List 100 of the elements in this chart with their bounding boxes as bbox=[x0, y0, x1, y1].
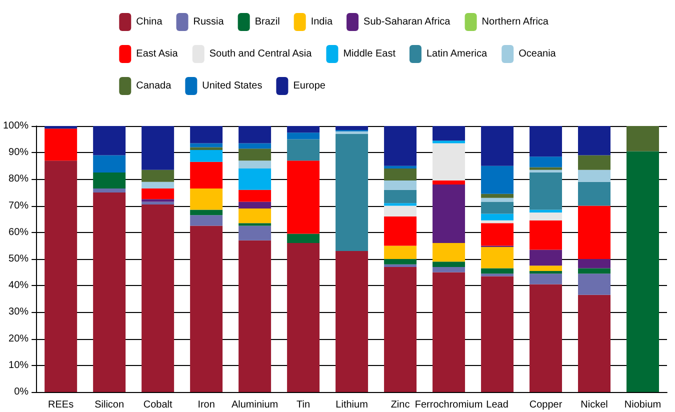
y-tick-label: 80% bbox=[8, 174, 29, 185]
legend-label: East Asia bbox=[136, 48, 178, 60]
bar bbox=[238, 202, 272, 208]
legend-label: Europe bbox=[293, 80, 326, 92]
bar bbox=[481, 194, 514, 198]
bar bbox=[384, 203, 417, 206]
x-tick-label: Iron bbox=[198, 400, 215, 410]
bar bbox=[384, 180, 417, 190]
y-tick-label: 20% bbox=[8, 333, 29, 344]
legend-label: United States bbox=[202, 80, 262, 92]
bar bbox=[142, 202, 174, 204]
x-tick-label: Ferrochromium bbox=[414, 400, 483, 410]
legend-label: South and Central Asia bbox=[209, 48, 312, 60]
bar bbox=[190, 215, 223, 226]
bar bbox=[481, 274, 514, 276]
bar bbox=[481, 126, 514, 166]
bar bbox=[432, 180, 466, 185]
bar bbox=[142, 188, 174, 200]
bar bbox=[481, 214, 514, 220]
bar bbox=[238, 223, 272, 226]
bar bbox=[384, 266, 417, 392]
bar bbox=[530, 156, 562, 168]
bar bbox=[336, 126, 368, 130]
bar bbox=[384, 206, 417, 216]
bar bbox=[481, 247, 514, 268]
y-tick-label: 70% bbox=[8, 200, 29, 212]
bar bbox=[238, 143, 272, 149]
bar bbox=[481, 220, 514, 224]
bar bbox=[238, 208, 272, 224]
x-tick-label: Aluminium bbox=[231, 400, 278, 410]
bar bbox=[530, 210, 562, 212]
x-tick-label: REEs bbox=[48, 400, 74, 410]
bar bbox=[190, 210, 223, 216]
bar bbox=[336, 131, 368, 134]
legend-label: India bbox=[310, 16, 333, 28]
bar bbox=[481, 268, 514, 274]
bar bbox=[432, 184, 466, 244]
y-tick-label: 10% bbox=[8, 360, 29, 371]
bar bbox=[578, 294, 611, 392]
bar bbox=[238, 168, 272, 190]
bar bbox=[93, 155, 126, 173]
legend-label: Latin America bbox=[426, 48, 488, 60]
bar bbox=[578, 268, 611, 274]
bar bbox=[384, 264, 417, 267]
bar bbox=[432, 140, 466, 144]
bar bbox=[432, 126, 466, 141]
x-tick-label: Nickel bbox=[580, 400, 608, 410]
bar bbox=[530, 126, 562, 157]
bar bbox=[190, 188, 223, 210]
bar bbox=[336, 251, 368, 392]
x-tick-label: Silicon bbox=[94, 400, 124, 410]
bar bbox=[238, 190, 272, 202]
bar bbox=[287, 243, 320, 392]
bar bbox=[384, 126, 417, 166]
bar bbox=[238, 148, 272, 161]
legend-label: Sub-Saharan Africa bbox=[364, 16, 451, 28]
bar bbox=[626, 151, 659, 392]
x-tick-label: Copper bbox=[529, 400, 563, 410]
x-tick-label: Niobium bbox=[624, 400, 662, 410]
bar bbox=[238, 226, 272, 240]
bar bbox=[578, 155, 611, 170]
bar bbox=[481, 202, 514, 214]
bar bbox=[432, 243, 466, 262]
bar bbox=[578, 126, 611, 156]
x-tick-label: Tin bbox=[296, 400, 310, 410]
bar bbox=[481, 166, 514, 194]
bar bbox=[530, 220, 562, 250]
bar bbox=[336, 134, 368, 252]
bar bbox=[530, 167, 562, 170]
bar bbox=[530, 170, 562, 173]
bar bbox=[578, 206, 611, 259]
bar bbox=[481, 223, 514, 246]
bar bbox=[626, 126, 659, 152]
legend-label: Brazil bbox=[254, 16, 280, 28]
bar bbox=[530, 274, 562, 284]
legend-label: Oceania bbox=[518, 48, 556, 60]
bar bbox=[44, 160, 78, 392]
bar bbox=[530, 270, 562, 274]
bar bbox=[190, 143, 223, 148]
y-tick-label: 50% bbox=[8, 254, 29, 264]
bar bbox=[481, 198, 514, 202]
legend-label: Middle East bbox=[343, 48, 396, 60]
bar bbox=[384, 259, 417, 264]
bar bbox=[142, 126, 174, 170]
bar bbox=[190, 150, 223, 162]
bar bbox=[578, 259, 611, 268]
bar bbox=[238, 126, 272, 144]
bar bbox=[190, 162, 223, 189]
bar bbox=[142, 170, 174, 182]
bar bbox=[530, 284, 562, 392]
bar bbox=[287, 132, 320, 140]
bar bbox=[287, 234, 320, 244]
legend-label: China bbox=[136, 16, 163, 28]
bar bbox=[578, 274, 611, 295]
bar bbox=[432, 262, 466, 267]
bar bbox=[238, 240, 272, 392]
bar bbox=[530, 212, 562, 220]
y-tick-label: 30% bbox=[8, 306, 29, 318]
bar bbox=[142, 204, 174, 392]
bar bbox=[578, 182, 611, 206]
